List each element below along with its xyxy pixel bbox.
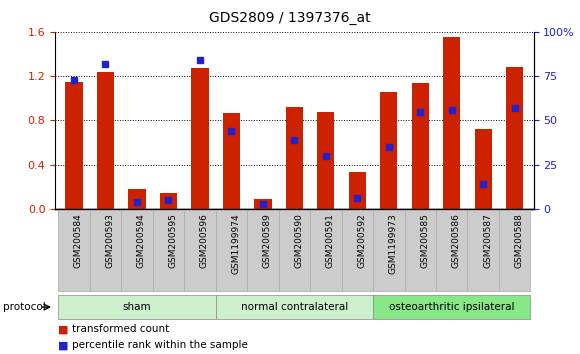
Text: GSM200592: GSM200592	[357, 213, 367, 268]
Text: osteoarthritic ipsilateral: osteoarthritic ipsilateral	[389, 302, 514, 312]
Bar	[191, 68, 209, 209]
Text: GSM200585: GSM200585	[420, 213, 429, 268]
Text: GDS2809 / 1397376_at: GDS2809 / 1397376_at	[209, 11, 371, 25]
FancyBboxPatch shape	[216, 295, 373, 319]
Text: transformed count: transformed count	[72, 324, 170, 334]
FancyBboxPatch shape	[184, 210, 216, 291]
Bar	[443, 38, 461, 209]
FancyBboxPatch shape	[499, 210, 531, 291]
Text: GSM200596: GSM200596	[200, 213, 209, 268]
Text: GSM200593: GSM200593	[106, 213, 114, 268]
FancyBboxPatch shape	[436, 210, 467, 291]
Text: GSM200588: GSM200588	[514, 213, 524, 268]
Bar	[506, 67, 523, 209]
Text: GSM200586: GSM200586	[452, 213, 461, 268]
FancyBboxPatch shape	[342, 210, 373, 291]
FancyBboxPatch shape	[58, 210, 90, 291]
Text: GSM1199973: GSM1199973	[389, 213, 398, 274]
Bar	[97, 72, 114, 209]
FancyBboxPatch shape	[216, 210, 247, 291]
Bar	[254, 199, 271, 209]
FancyBboxPatch shape	[373, 295, 531, 319]
FancyBboxPatch shape	[90, 210, 121, 291]
FancyBboxPatch shape	[247, 210, 278, 291]
Text: GSM200590: GSM200590	[295, 213, 303, 268]
Text: GSM200587: GSM200587	[483, 213, 492, 268]
Text: GSM200595: GSM200595	[168, 213, 177, 268]
Bar	[223, 113, 240, 209]
Bar	[380, 92, 397, 209]
Text: sham: sham	[122, 302, 151, 312]
Text: normal contralateral: normal contralateral	[241, 302, 348, 312]
Bar	[412, 83, 429, 209]
Bar	[474, 129, 492, 209]
FancyBboxPatch shape	[373, 210, 404, 291]
Text: protocol: protocol	[3, 302, 46, 312]
Bar	[349, 172, 366, 209]
Bar	[66, 82, 82, 209]
FancyBboxPatch shape	[404, 210, 436, 291]
FancyBboxPatch shape	[467, 210, 499, 291]
Text: GSM200591: GSM200591	[326, 213, 335, 268]
Text: GSM1199974: GSM1199974	[231, 213, 240, 274]
Bar	[286, 107, 303, 209]
Bar	[128, 189, 146, 209]
Bar	[160, 193, 177, 209]
Bar	[317, 112, 335, 209]
FancyBboxPatch shape	[278, 210, 310, 291]
Text: GSM200584: GSM200584	[74, 213, 83, 268]
FancyBboxPatch shape	[153, 210, 184, 291]
Text: ■: ■	[58, 340, 68, 350]
Text: ■: ■	[58, 324, 68, 334]
Text: GSM200589: GSM200589	[263, 213, 272, 268]
FancyBboxPatch shape	[58, 295, 216, 319]
Text: GSM200594: GSM200594	[137, 213, 146, 268]
FancyBboxPatch shape	[121, 210, 153, 291]
FancyBboxPatch shape	[310, 210, 342, 291]
Text: percentile rank within the sample: percentile rank within the sample	[72, 340, 248, 350]
